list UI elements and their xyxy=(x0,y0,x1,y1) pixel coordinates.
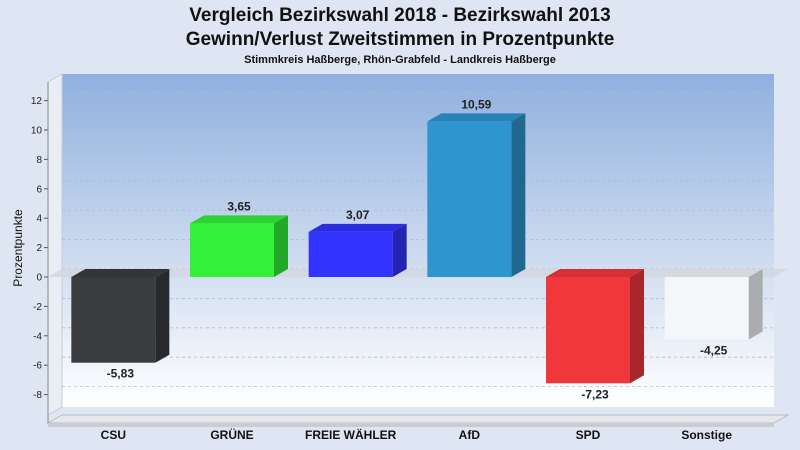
y-tick-label: 0 xyxy=(36,273,42,284)
x-tick-label: GRÜNE xyxy=(210,427,253,442)
y-tick-label: 2 xyxy=(36,243,42,254)
y-tick-label: -4 xyxy=(33,331,42,342)
bar-side xyxy=(511,113,526,278)
y-tick-label: -8 xyxy=(33,390,42,401)
bar-top xyxy=(427,113,526,122)
y-tick-label: 12 xyxy=(31,96,43,107)
data-label: 10,59 xyxy=(461,97,491,111)
chart-subtitle: Gewinn/Verlust Zweitstimmen in Prozentpu… xyxy=(185,29,615,50)
bar-top xyxy=(546,269,644,277)
plot-floor-edge xyxy=(48,423,774,427)
data-label: -7,23 xyxy=(581,387,609,401)
y-tick-label: 4 xyxy=(36,214,42,225)
y-axis-label: Prozentpunkte xyxy=(11,209,25,287)
y-tick-label: -2 xyxy=(33,302,42,313)
bar-top xyxy=(71,269,170,277)
y-tick-label: 6 xyxy=(36,184,42,195)
data-label: 3,07 xyxy=(346,208,370,222)
y-tick-label: -6 xyxy=(33,361,42,372)
x-tick-label: FREIE WÄHLER xyxy=(305,427,397,442)
chart-title: Vergleich Bezirkswahl 2018 - Bezirkswahl… xyxy=(189,5,611,26)
plot-background xyxy=(62,74,774,407)
bar-top xyxy=(308,223,407,232)
bar-side xyxy=(630,269,644,384)
bar xyxy=(427,121,512,278)
bar-side xyxy=(155,269,170,363)
y-tick-label: 8 xyxy=(36,155,42,166)
bar xyxy=(71,277,156,363)
x-tick-label: AfD xyxy=(459,428,481,442)
data-label: 3,65 xyxy=(227,199,251,213)
bar-side xyxy=(748,269,763,340)
x-tick-label: SPD xyxy=(576,428,601,442)
data-label: -4,25 xyxy=(700,343,728,357)
chart-region-subtitle: Stimmkreis Haßberge, Rhön-Grabfeld - Lan… xyxy=(244,54,556,66)
bar-top xyxy=(664,269,763,277)
y-tick-label: 10 xyxy=(31,126,43,137)
x-tick-label: CSU xyxy=(101,428,126,442)
bar xyxy=(190,223,274,277)
data-label: -5,83 xyxy=(107,367,135,381)
bar-top xyxy=(190,215,288,224)
plot-left-wall xyxy=(47,73,63,416)
bar xyxy=(664,277,749,340)
bar xyxy=(308,231,393,277)
bar-side xyxy=(274,215,288,277)
x-tick-label: Sonstige xyxy=(681,428,732,442)
bar-side xyxy=(392,223,407,277)
bar xyxy=(546,277,630,384)
plot-floor xyxy=(46,414,790,424)
